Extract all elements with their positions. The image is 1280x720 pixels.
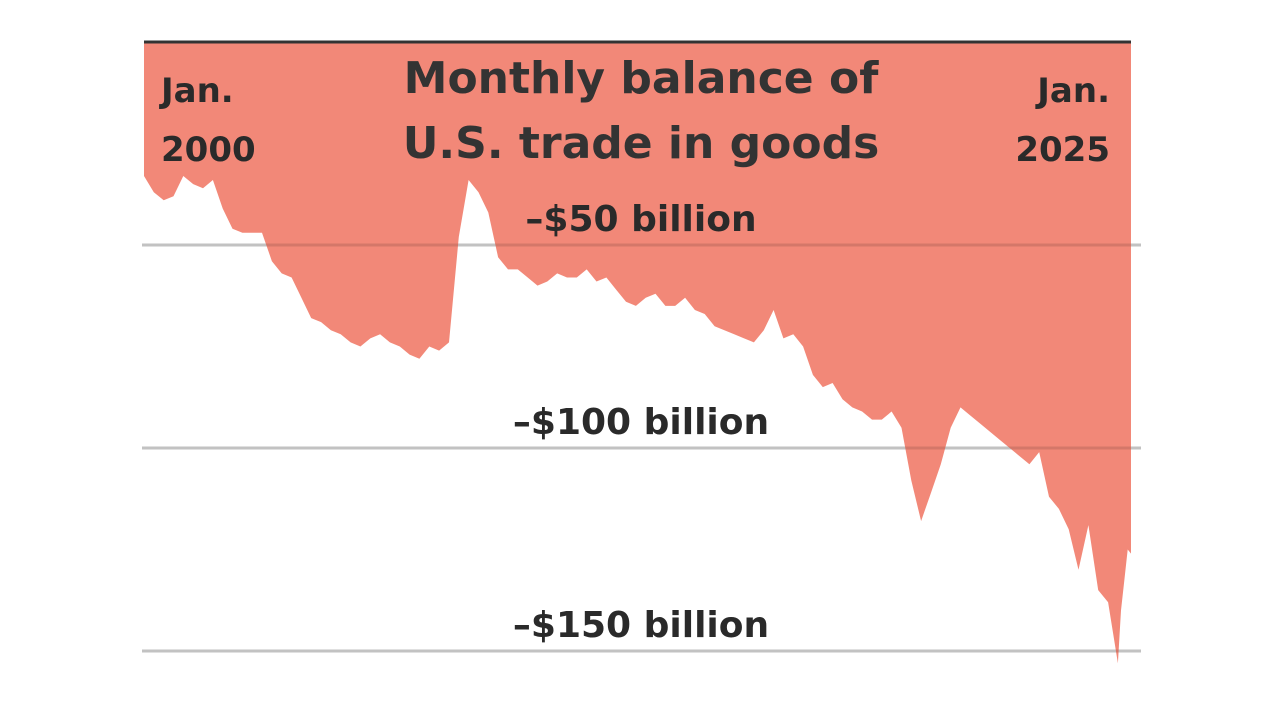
y-tick-label-1: –$100 billion: [513, 402, 769, 443]
chart-title-line-1: Monthly balance of: [404, 53, 880, 104]
trade-balance-area: [144, 42, 1131, 664]
y-tick-label-2: –$150 billion: [513, 605, 769, 646]
area-layer: [142, 40, 1141, 664]
end-month-label: Jan.: [1035, 71, 1110, 111]
end-year-label: 2025: [1015, 130, 1110, 170]
start-year-label: 2000: [161, 130, 256, 170]
y-tick-label-0: –$50 billion: [525, 199, 756, 240]
label-layer: Monthly balance of U.S. trade in goods J…: [159, 53, 1110, 646]
chart-title-line-2: U.S. trade in goods: [403, 118, 880, 169]
start-month-label: Jan.: [159, 71, 234, 111]
